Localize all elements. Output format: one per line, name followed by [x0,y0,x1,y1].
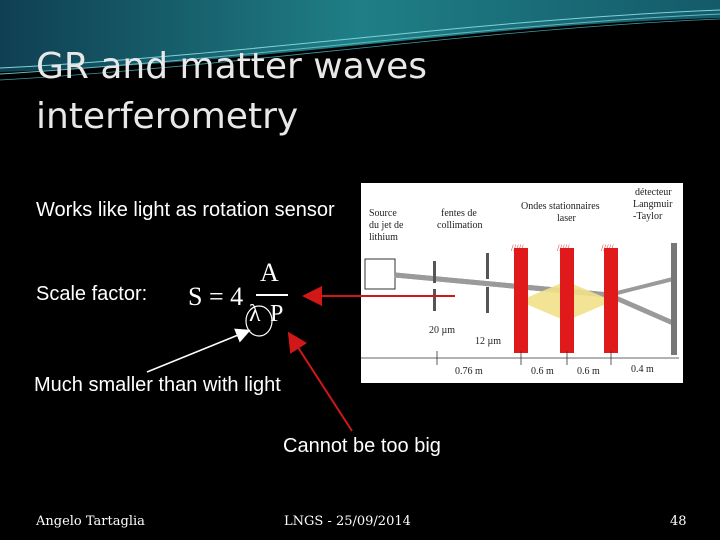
bullet-rotation-sensor: Works like light as rotation sensor [36,199,335,221]
distance-06b: 0.6 m [577,366,600,377]
red-arrow-to-area [287,331,353,432]
interferometer-diagram: Source du jet de lithium fentes de colli… [361,183,683,383]
formula-lhs: S = 4 [188,282,244,311]
bullet-scale-factor: Scale factor: [36,283,148,305]
label-20um: 20 µm [429,325,455,336]
note-cannot-be-too-big: Cannot be too big [283,435,441,457]
laser-3 [604,248,618,353]
formula-p: P [270,301,284,327]
formula-numerator: A [260,258,279,287]
laser-1 [514,248,528,353]
footer-venue-date: LNGS - 25/09/2014 [284,514,411,529]
slit-2b [486,287,489,313]
header-wave-decoration [0,0,720,81]
distance-04: 0.4 m [631,364,654,375]
svg-text://///: ///// [511,243,524,253]
distance-06a: 0.6 m [531,366,554,377]
title-line-1: GR and matter waves [36,46,427,87]
slit-2 [486,253,489,279]
svg-text://///: ///// [601,243,614,253]
beam-split [608,277,674,297]
laser-2 [560,248,574,353]
label-detector: détecteur Langmuir -Taylor [633,187,675,222]
white-arrow-to-lambda [146,328,251,373]
beam-lower [607,292,675,326]
slide-title: GR and matter waves interferometry [36,42,596,142]
svg-text://///: ///// [557,243,570,253]
title-line-2: interferometry [36,96,299,137]
scale-factor-formula: S = 4 A λ P [188,258,298,338]
note-smaller-than-light: Much smaller than with light [34,374,281,396]
distance-076: 0.76 m [455,366,483,377]
label-slits: fentes de collimation [437,208,483,231]
label-standing-waves: Ondes stationnaires laser [521,201,602,224]
label-source: Source du jet de lithium [369,208,406,243]
footer-author: Angelo Tartaglia [36,514,145,529]
slit-1 [433,261,436,283]
slit-1b [433,289,436,311]
detector-bar [671,243,677,355]
footer-page-number: 48 [670,514,687,529]
source-box [364,258,396,290]
lambda-highlight-circle [245,305,273,337]
formula-lambda: λ [249,301,261,327]
formula-fraction-bar [256,294,288,296]
label-12um: 12 µm [475,336,501,347]
